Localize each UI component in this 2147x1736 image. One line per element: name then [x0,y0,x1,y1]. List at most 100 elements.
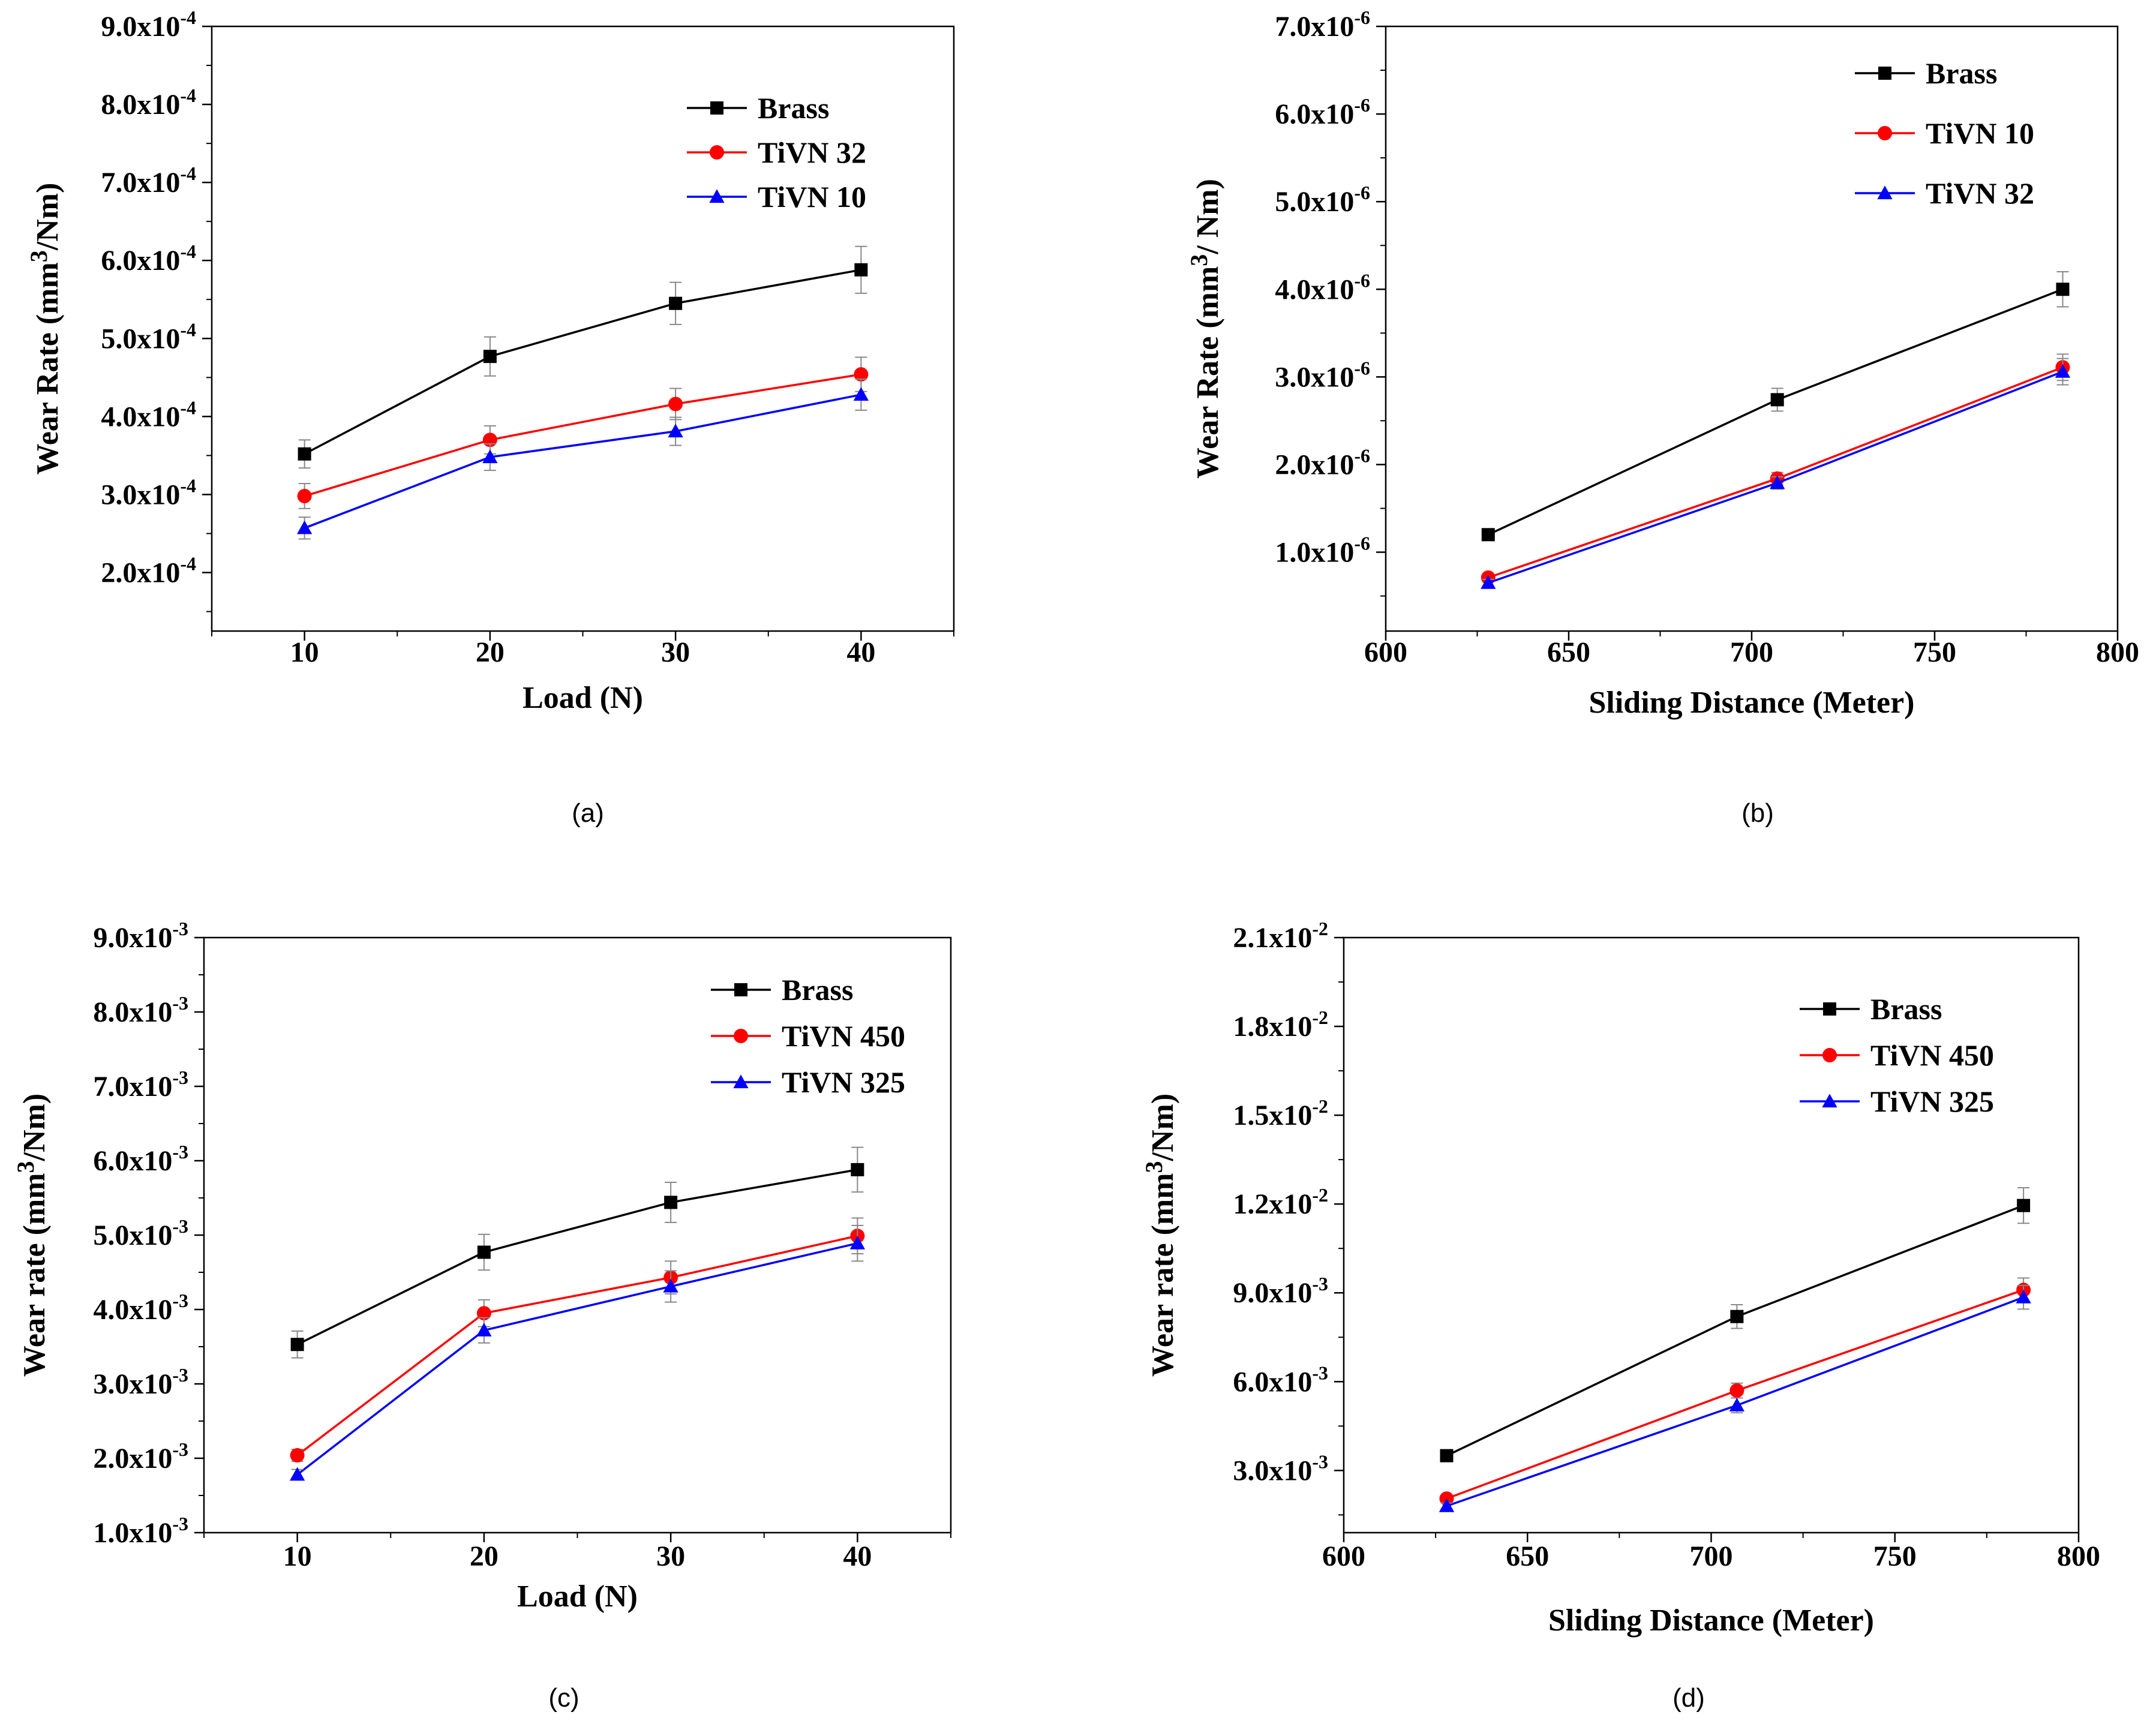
series-line [304,269,861,455]
plot-frame [1343,936,2080,1534]
y-tick-label: 5.0x10-6 [1275,182,1370,218]
legend-marker [734,983,747,996]
x-tick-label: 750 [1873,1540,1917,1572]
y-tick-label: 6.0x10-3 [93,1141,188,1177]
x-tick-label: 10 [283,1540,312,1572]
x-tick-label: 20 [476,636,505,668]
y-tick-label: 1.0x10-6 [1275,533,1370,569]
x-tick-label: 10 [290,636,319,668]
data-point [289,1467,305,1481]
legend-marker [734,1029,748,1043]
data-point [2016,1289,2031,1303]
y-tick-label: 6.0x10-4 [101,241,196,277]
data-point [851,1163,864,1176]
legend-label: TiVN 450 [1870,1038,1994,1072]
panel-caption: (c) [548,1683,579,1713]
legend-label: TiVN 32 [758,136,866,169]
data-point [669,296,683,310]
data-point [668,424,683,438]
y-tick-label: 6.0x10-6 [1275,94,1370,130]
x-tick-label: 800 [2057,1540,2100,1572]
data-point [1729,1383,1744,1398]
x-tick-label: 20 [470,1540,499,1572]
data-point [483,350,497,364]
data-point [290,1448,305,1463]
y-tick-label: 3.0x10-3 [93,1364,188,1400]
legend-label: TiVN 325 [782,1065,905,1099]
y-tick-label: 1.2x10-2 [1233,1184,1328,1220]
y-tick-label: 8.0x10-4 [101,85,196,121]
x-tick-label: 600 [1322,1540,1365,1572]
data-point [296,520,313,534]
x-axis-title: Load (N) [517,1579,638,1614]
chart-panel-a: 10 20 30 40 2.0x10-4 3.0x10-4 4.0x10-4 5.0x10-4… [25,7,955,828]
panel-caption: (d) [1672,1683,1705,1713]
y-tick-label: 3.0x10-3 [1233,1450,1328,1486]
data-point [1770,475,1785,489]
series-tivn-10: TiVN 10 [296,180,869,540]
data-point [854,263,868,277]
data-point [1730,1309,1744,1323]
series-line [304,394,861,529]
panel-caption: (b) [1741,798,1774,828]
series-brass: Brass [290,973,864,1359]
legend-marker [709,189,725,203]
legend-label: TiVN 10 [1926,116,2034,150]
panel-caption: (a) [572,798,604,828]
data-point [1481,575,1496,589]
y-tick-label: 2.0x10-4 [101,552,196,588]
data-point [2017,1199,2031,1212]
y-tick-label: 2.0x10-6 [1275,444,1370,480]
legend-label: Brass [782,973,853,1007]
y-tick-label: 1.0x10-3 [93,1513,188,1549]
y-tick-label: 4.0x10-4 [101,397,196,433]
legend-label: Brass [758,91,829,125]
y-tick-label: 2.1x10-2 [1233,918,1328,954]
x-tick-label: 40 [843,1540,872,1572]
x-tick-label: 30 [656,1540,685,1572]
legend-marker [1878,67,1891,80]
y-tick-label: 5.0x10-4 [101,319,196,355]
y-tick-label: 7.0x10-6 [1275,7,1370,43]
y-axis-title: Wear rate (mm3/Nm) [12,1094,52,1377]
series-brass: Brass [1481,56,2070,542]
data-point [476,1323,492,1336]
series-tivn-32: TiVN 32 [1481,176,2071,589]
data-point [663,1278,678,1293]
chart-panel-c: 10 20 30 40 1.0x10-3 2.0x10-3 3.0x10-3 4.0x10-3… [12,918,952,1713]
data-point [1481,528,1495,542]
y-tick-label: 9.0x10-3 [1233,1273,1328,1309]
legend-marker [1878,126,1892,140]
series-tivn-450: TiVN 450 [290,1019,905,1463]
y-tick-label: 8.0x10-3 [93,992,188,1028]
legend-marker [710,145,724,160]
y-tick-label: 3.0x10-6 [1275,357,1370,393]
legend-label: TiVN 325 [1870,1085,1994,1118]
data-point [1729,1398,1745,1411]
legend-marker [1877,185,1893,200]
legend-label: TiVN 10 [758,180,866,214]
series-line [304,373,861,497]
data-point [2056,283,2070,296]
x-tick-label: 750 [1913,636,1956,668]
y-tick-label: 9.0x10-4 [101,7,196,43]
x-tick-label: 600 [1364,636,1407,668]
series-line [296,1242,858,1476]
data-point [853,387,869,401]
y-tick-label: 6.0x10-3 [1233,1362,1328,1398]
data-point [854,367,869,382]
x-tick-label: 800 [2096,636,2139,668]
data-point [2055,364,2071,378]
plot-frame [211,25,955,632]
data-point [297,488,312,503]
data-point [290,1338,304,1351]
y-axis-title: Wear rate (mm3/Nm) [1140,1094,1180,1377]
x-tick-label: 650 [1506,1540,1549,1572]
data-point [1440,1449,1454,1462]
x-axis-title: Load (N) [523,681,643,715]
x-tick-label: 700 [1730,636,1773,668]
legend-marker [1823,1002,1836,1016]
y-tick-label: 3.0x10-4 [101,474,196,510]
legend-marker [710,101,723,115]
